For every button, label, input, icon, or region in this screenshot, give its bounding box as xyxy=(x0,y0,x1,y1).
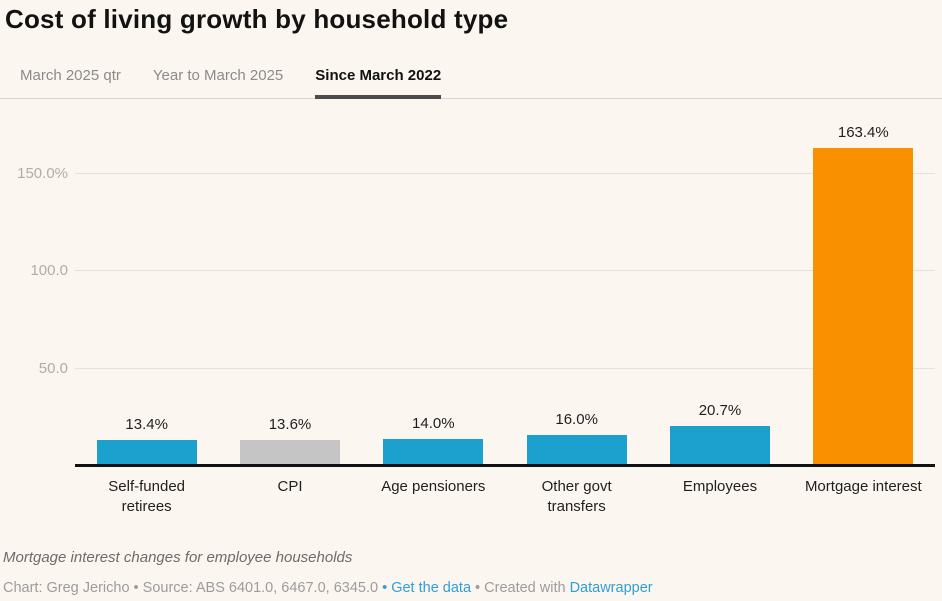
y-tick-label-50: 50.0 xyxy=(38,359,68,377)
x-axis-label-text: CPI xyxy=(277,478,303,495)
tab-bar: March 2025 qtr Year to March 2025 Since Ma… xyxy=(0,62,942,99)
chart-byline: Chart: Greg Jericho • Source: ABS 6401.0… xyxy=(3,580,653,596)
bar-value-label: 16.0% xyxy=(555,410,598,428)
plot-area: 50.0 100.0 150.0% 13.4% 13.6% 14.0% 16.0% 20.7… xyxy=(0,110,942,467)
y-tick-label-100: 100.0 xyxy=(30,262,68,280)
bar-value-label: 20.7% xyxy=(698,401,742,419)
tab-since-march-2022[interactable]: Since March 2022 xyxy=(315,62,442,99)
chart-title: Cost of living growth by household type xyxy=(5,4,509,34)
bar-cpi xyxy=(239,439,340,466)
gridline-100 xyxy=(75,270,935,272)
x-axis-label-employees: Employees xyxy=(648,477,791,517)
bar-mortgage-interest xyxy=(813,148,914,466)
gridline-50 xyxy=(75,367,935,369)
tab-year-to-march-2025[interactable]: Year to March 2025 xyxy=(152,67,284,84)
bar-value-label: 13.6% xyxy=(268,415,312,433)
x-axis-label-cpi: CPI xyxy=(218,477,361,517)
x-axis-label-text: Mortgage interest xyxy=(804,478,922,495)
bar-value-label: 13.4% xyxy=(125,415,168,433)
tab-march-2025-qtr[interactable]: March 2025 qtr xyxy=(20,67,121,84)
created-with-text: • Created with xyxy=(471,580,570,596)
bar-age-pensioners xyxy=(383,438,484,466)
bar-columns: 13.4% 13.6% 14.0% 16.0% 20.7% 163.4% xyxy=(75,110,935,466)
chart-notes: Mortgage interest changes for employee h… xyxy=(3,549,353,566)
x-axis-label-age-pensioners: Age pensioners xyxy=(362,477,505,517)
get-the-data-link[interactable]: • Get the data xyxy=(382,580,472,596)
bar-column-employees: 20.7% xyxy=(648,110,791,466)
x-axis-label-other-govt-transfers: Other govt transfers xyxy=(505,477,648,517)
x-axis-label-mortgage-interest: Mortgage interest xyxy=(792,477,935,517)
gridline-150 xyxy=(75,173,935,175)
bar-column-mortgage-interest: 163.4% xyxy=(792,110,935,466)
x-axis-label-text: Age pensioners xyxy=(381,478,486,495)
credit-text: Chart: Greg Jericho • Source: ABS 6401.0… xyxy=(3,580,383,596)
bar-column-age-pensioners: 14.0% xyxy=(362,110,505,466)
bar-column-other-govt-transfers: 16.0% xyxy=(505,110,648,466)
bar-other-govt-transfers xyxy=(526,434,627,466)
bar-column-cpi: 13.6% xyxy=(218,110,361,466)
x-axis-baseline xyxy=(75,464,935,467)
x-axis-label-text: Other govt transfers xyxy=(541,478,612,515)
x-axis-label-text: Self-funded retirees xyxy=(108,478,186,515)
x-axis-labels: Self-funded retirees CPI Age pensioners Oth… xyxy=(75,477,935,517)
bar-employees xyxy=(669,425,770,466)
datawrapper-link[interactable]: Datawrapper xyxy=(569,580,653,596)
bar-column-self-funded-retirees: 13.4% xyxy=(75,110,218,466)
bar-value-label: 14.0% xyxy=(412,414,455,432)
bar-self-funded-retirees xyxy=(96,439,197,466)
x-axis-label-text: Employees xyxy=(682,478,758,495)
x-axis-label-self-funded-retirees: Self-funded retirees xyxy=(75,477,218,517)
y-tick-label-150: 150.0% xyxy=(17,165,68,183)
bar-value-label: 163.4% xyxy=(837,124,889,142)
